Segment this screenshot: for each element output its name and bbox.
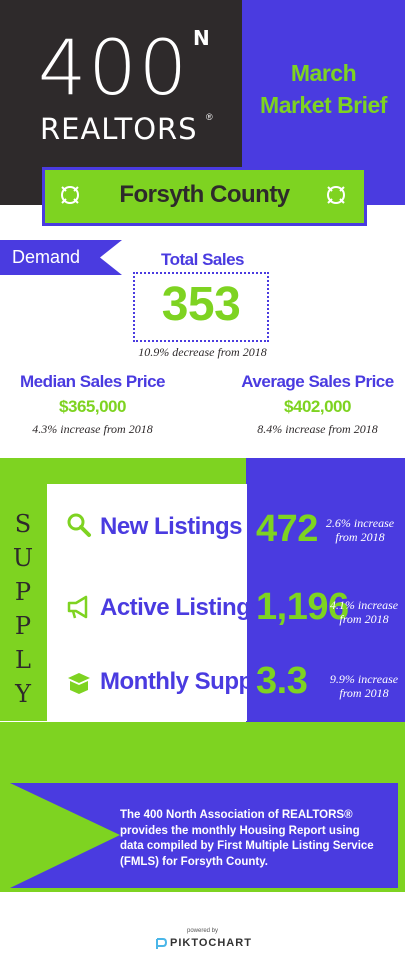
new-listings-note: 2.6% increase from 2018 [325,516,395,545]
supply-letter: U [12,544,34,572]
average-price-note: 8.4% increase from 2018 [257,422,378,436]
supply-blue-panel [246,458,405,760]
total-sales-note: 10.9% decrease from 2018 [138,345,267,359]
monthly-supply-label: Monthly Supply [100,668,272,695]
supply-letter: S [14,510,32,538]
piktochart-logo-icon [156,938,167,949]
active-listings-label: Active Listings [100,594,264,621]
county-title: Forsyth County [119,181,290,208]
supply-letter: Y [15,680,31,708]
footer-blue-banner [10,783,398,888]
demand-tag-label: Demand [12,247,81,267]
total-sales-value: 353 [161,278,241,331]
megaphone-icon [67,595,88,619]
decorative-ornament-icon [327,186,345,204]
supply-letter: L [15,646,31,674]
total-sales-box [133,272,269,342]
brief-title-line1: March [290,60,357,86]
logo-text: REALTORS [40,112,198,146]
magnifier-icon [67,513,91,537]
median-price-note: 4.3% increase from 2018 [32,422,153,436]
county-banner [42,167,367,226]
median-price-value: $365,000 [59,397,126,416]
total-sales-label: Total Sales [161,250,245,269]
logo-number: 400 [38,23,190,112]
monthly-supply-note: 9.9% increase from 2018 [329,672,399,701]
powered-by-label: powered by [186,928,219,934]
monthly-supply-value: 3.3 [256,660,308,702]
logo-superscript: N [193,26,210,50]
brief-title-line2: Market Brief [260,92,387,118]
active-listings-note: 4.1% increase from 2018 [329,598,399,627]
new-listings-label: New Listings [100,513,243,540]
supply-letter: P [14,578,32,606]
footer-description: The 400 North Association of REALTORS® p… [120,809,374,868]
new-listings-value: 472 [256,508,318,550]
demand-tag-shape [0,240,122,275]
average-price-label: Average Sales Price [241,372,394,391]
piktochart-brand[interactable]: PIKTOCHART [170,937,252,949]
supply-letter: P [14,612,32,640]
logo-registered-mark: ® [206,112,213,122]
box-icon [68,673,90,694]
active-listings-value: 1,196 [256,586,349,628]
median-price-label: Median Sales Price [19,372,166,391]
average-price-value: $402,000 [284,397,351,416]
decorative-ornament-icon [61,186,79,204]
